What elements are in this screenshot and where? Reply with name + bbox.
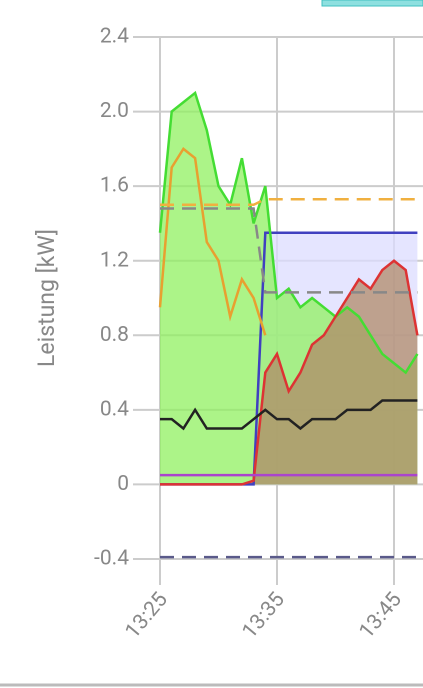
y-tick-label: -0.4 xyxy=(94,547,129,571)
dashed-line xyxy=(160,207,418,294)
y-tick-label: 0.4 xyxy=(100,397,129,421)
top-button xyxy=(321,0,423,7)
x-tick-label: 13:25 xyxy=(121,588,173,643)
area-fill xyxy=(160,260,418,485)
x-tick-label: 13:45 xyxy=(355,588,407,643)
y-tick-label: 2.0 xyxy=(100,99,129,123)
y-tick-label: 1.6 xyxy=(100,174,129,198)
y-axis-label: Leistung [kW] xyxy=(33,229,60,367)
series-line xyxy=(160,399,418,431)
series-line xyxy=(158,90,419,375)
series-line xyxy=(158,147,267,336)
plot-area xyxy=(158,90,419,559)
y-tick-label: 0.8 xyxy=(100,323,129,347)
series-line xyxy=(160,259,419,486)
y-tick-label: 0 xyxy=(117,472,129,496)
y-tick-label: 1.2 xyxy=(100,248,129,272)
x-tick-label: 13:35 xyxy=(238,588,290,643)
y-tick-label: 2.4 xyxy=(100,25,129,49)
